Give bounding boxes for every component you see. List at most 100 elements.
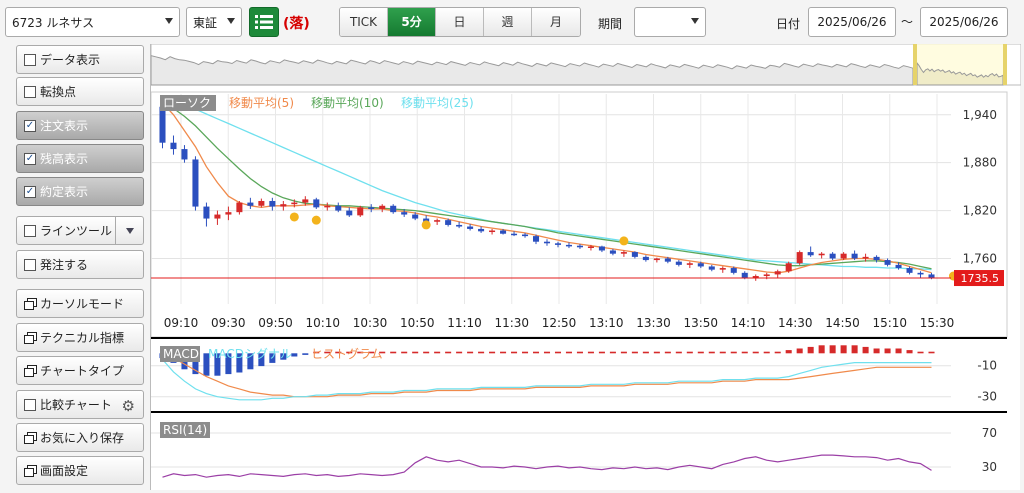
macd-hist-bar — [664, 351, 671, 354]
date-from-field[interactable]: 2025/06/26 — [808, 7, 896, 37]
candle — [675, 260, 682, 267]
sidebar-item-order-display[interactable]: ✓ 注文表示 — [16, 111, 144, 140]
macd-hist-bar — [500, 351, 507, 354]
sidebar-item-label: カーソルモード — [40, 297, 125, 311]
checkbox[interactable] — [24, 258, 36, 271]
current-price-tag — [954, 270, 1004, 287]
candle — [906, 266, 913, 275]
macd-hist-bar — [258, 353, 265, 367]
symbol-select[interactable]: 6723 ルネサス — [5, 7, 180, 37]
candle — [335, 202, 342, 213]
candle-body — [741, 272, 748, 278]
ma10-line — [162, 101, 932, 270]
checkbox-checked[interactable]: ✓ — [24, 185, 36, 198]
navigator-right-handle[interactable] — [1003, 44, 1007, 85]
checkbox[interactable] — [24, 398, 36, 411]
macd-hist-bar — [906, 350, 913, 354]
tab-day[interactable]: 日 — [436, 8, 484, 36]
candle — [324, 202, 331, 211]
candle — [346, 207, 353, 217]
navigator-left-handle[interactable] — [913, 44, 917, 85]
candle-body — [884, 260, 891, 265]
sidebar-item-place-order[interactable]: 発注する — [16, 250, 144, 279]
candle — [609, 248, 616, 256]
price-panel: 1735.5 1,940 1,880 1,820 1,760 09:10 09:30 09… — [150, 91, 1008, 338]
gear-icon[interactable]: ⚙ — [121, 397, 135, 415]
list-icon — [255, 15, 273, 29]
candle — [489, 228, 496, 235]
sidebar-item-screen-settings[interactable]: 画面設定 — [16, 456, 144, 485]
period-select[interactable] — [634, 7, 706, 37]
candle — [785, 261, 792, 273]
candle — [631, 251, 638, 259]
candle-body — [697, 263, 704, 267]
candle — [258, 198, 265, 208]
chart-area[interactable]: 1735.5 1,940 1,880 1,820 1,760 09:10 09:30 09… — [150, 43, 1022, 490]
sidebar-item-execution-display[interactable]: ✓ 約定表示 — [16, 177, 144, 206]
legend-macd-signal: MACDシグナル — [208, 347, 292, 361]
sidebar-item-cursor-mode[interactable]: カーソルモード — [16, 289, 144, 318]
macd-hist-bar — [620, 351, 627, 354]
sidebar-item-chart-type[interactable]: チャートタイプ — [16, 356, 144, 385]
checkbox[interactable] — [24, 53, 36, 66]
macd-hist-bar — [280, 353, 287, 360]
list-button[interactable] — [249, 7, 279, 37]
sidebar-item-line-tool[interactable]: ラインツール — [16, 216, 144, 245]
macd-hist-bar — [708, 351, 715, 354]
macd-hist-bar — [225, 353, 232, 375]
tab-week[interactable]: 週 — [484, 8, 532, 36]
candle-body — [587, 246, 594, 248]
candle-body — [763, 274, 770, 277]
candle-body — [719, 268, 726, 270]
window-icon — [24, 365, 37, 377]
macd-hist-bar — [434, 351, 441, 354]
tab-month[interactable]: 月 — [532, 8, 580, 36]
macd-hist-bar — [741, 351, 748, 354]
navigator-strip[interactable] — [150, 43, 1022, 86]
macd-hist-bar — [829, 345, 836, 354]
sidebar-item-position-display[interactable]: ✓ 残高表示 — [16, 144, 144, 173]
checkbox[interactable] — [24, 224, 36, 237]
legend-ma25: 移動平均(25) — [401, 96, 474, 110]
sidebar-item-data-display[interactable]: データ表示 — [16, 45, 144, 74]
macd-hist-bar — [236, 353, 243, 373]
stock-chart[interactable]: 1735.5 1,940 1,880 1,820 1,760 09:10 09:30 09… — [150, 43, 1022, 490]
candle — [280, 200, 287, 211]
macd-hist-bar — [522, 351, 529, 354]
sidebar-item-label: ラインツール — [40, 224, 113, 238]
rsi-line — [162, 454, 932, 478]
sidebar-item-technical-indicators[interactable]: テクニカル指標 — [16, 323, 144, 352]
candle-body — [247, 202, 254, 206]
candle-body — [840, 253, 847, 259]
legend-box-candle — [160, 95, 216, 111]
candle — [412, 212, 419, 221]
candle — [840, 252, 847, 261]
exchange-select[interactable]: 東証 — [186, 7, 242, 37]
candle-body — [664, 258, 671, 262]
macd-hist-bar — [576, 351, 583, 354]
candle-body — [489, 230, 496, 233]
checkbox-checked[interactable]: ✓ — [24, 152, 36, 165]
candle-body — [423, 218, 430, 222]
toolbar: 6723 ルネサス 東証 (落) TICK 5分 日 週 月 期間 日付 202… — [0, 0, 1024, 44]
candle — [500, 228, 507, 235]
tab-tick[interactable]: TICK — [340, 8, 388, 36]
tab-5min[interactable]: 5分 — [388, 8, 436, 36]
y-tick-label: -30 — [977, 390, 997, 404]
macd-hist-bar — [368, 351, 375, 354]
y-tick-label: -10 — [977, 359, 997, 373]
sidebar-item-turning-point[interactable]: 転換点 — [16, 77, 144, 106]
macd-signal-line — [162, 352, 932, 398]
date-to-field[interactable]: 2025/06/26 — [920, 7, 1008, 37]
candle — [697, 261, 704, 269]
candle-body — [862, 256, 869, 259]
checkbox-checked[interactable]: ✓ — [24, 119, 36, 132]
line-tool-dropdown[interactable] — [115, 217, 143, 244]
sidebar-item-compare-chart[interactable]: 比較チャート ⚙ — [16, 390, 144, 419]
macd-hist-bar — [412, 351, 419, 354]
checkbox[interactable] — [24, 85, 36, 98]
sidebar-item-save-favorite[interactable]: お気に入り保存 — [16, 423, 144, 452]
order-marker — [421, 220, 431, 230]
macd-hist-bar — [862, 346, 869, 354]
macd-line — [162, 359, 932, 401]
